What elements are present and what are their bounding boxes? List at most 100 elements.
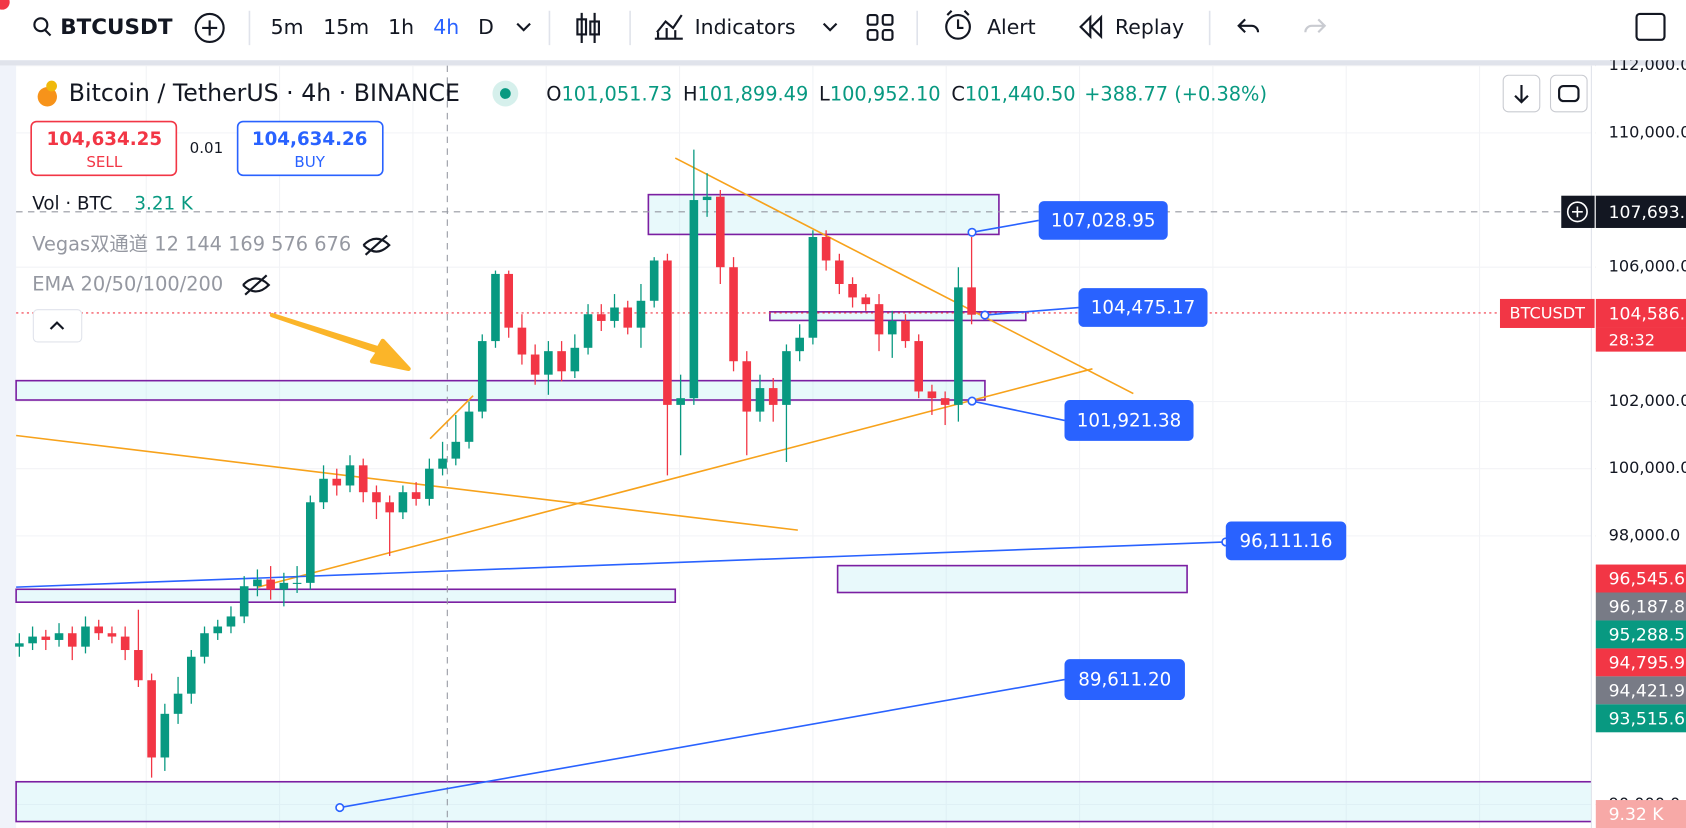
- candle-body: [239, 586, 249, 617]
- redo[interactable]: [1304, 18, 1327, 34]
- candle-body: [821, 236, 831, 261]
- add-symbol[interactable]: [194, 12, 225, 44]
- grid: [16, 65, 1592, 828]
- interval-dropdown[interactable]: [516, 22, 531, 32]
- candle-body: [901, 320, 910, 342]
- trend-line: [257, 368, 1093, 588]
- symbol-title: Bitcoin / TetherUS · 4h · BINANCE: [69, 79, 460, 107]
- collapse-icon: [49, 321, 65, 330]
- crosshair-add-icon: [1572, 206, 1583, 218]
- chart-type-icon: [576, 18, 588, 36]
- search-icon: [44, 29, 52, 37]
- alert-icon[interactable]: [945, 13, 971, 40]
- search-icon[interactable]: [33, 17, 49, 33]
- callout-label: 104,475.17: [1091, 298, 1196, 319]
- interval[interactable]: 15m: [323, 15, 369, 39]
- price-label: 94,795.9: [1609, 653, 1686, 673]
- candle-body: [67, 633, 77, 647]
- refresh[interactable]: [1549, 74, 1588, 113]
- hidden-eye[interactable]: [242, 274, 271, 296]
- interval[interactable]: D: [478, 15, 494, 39]
- crosshair-price-bg: [1595, 195, 1686, 228]
- symbol: BTCUSDT: [60, 15, 173, 40]
- candle-body: [623, 307, 633, 328]
- candle-body: [120, 636, 130, 651]
- alert-button[interactable]: Alert: [987, 15, 1036, 39]
- candle-body: [940, 398, 950, 405]
- price-label-bg: [1595, 676, 1686, 705]
- candle-body: [147, 680, 156, 758]
- candle-body: [107, 633, 117, 637]
- collapse-legend[interactable]: [32, 309, 83, 343]
- candle-body: [663, 260, 672, 405]
- ema-indicator: EMA 20/50/100/200: [32, 272, 223, 295]
- toolbar-icons: [33, 9, 1666, 46]
- candle-body: [874, 304, 884, 335]
- crosshair-price: 107,693.5: [1609, 203, 1686, 223]
- hidden-eye[interactable]: [362, 234, 391, 256]
- sell-button[interactable]: [30, 120, 178, 177]
- y-tick-label: 110,000.0: [1609, 122, 1686, 141]
- candles: [15, 149, 976, 778]
- candle-body: [372, 492, 381, 503]
- candle-body: [835, 260, 844, 284]
- crosshair-add[interactable]: [1566, 201, 1588, 223]
- callout-anchor: [980, 310, 990, 320]
- callout-box: [1064, 659, 1185, 701]
- candle-body: [649, 260, 659, 301]
- interval[interactable]: 5m: [271, 15, 304, 39]
- indicators-icon[interactable]: [654, 14, 683, 40]
- ohlc-value: 101,051.73: [561, 82, 672, 105]
- candle-body: [398, 492, 408, 513]
- price-label-bg: [1595, 592, 1686, 621]
- candle-body: [610, 307, 619, 321]
- chart-type[interactable]: [580, 12, 596, 44]
- price-label-bg: [1595, 620, 1686, 649]
- symbol-tag-bg: [1499, 298, 1595, 328]
- candle-body: [319, 478, 328, 503]
- price-label: 95,288.5: [1609, 626, 1686, 646]
- arrow: [269, 312, 411, 371]
- candle-body: [253, 579, 262, 587]
- candle-body: [491, 273, 500, 342]
- price-scale-labels: 90,000.098,000.0100,000.0102,000.0106,00…: [1595, 55, 1686, 828]
- callout-label: 101,921.38: [1077, 411, 1182, 432]
- candle-body: [81, 626, 90, 647]
- ohlc-key: L: [819, 82, 830, 105]
- candle-body: [887, 320, 897, 335]
- undo[interactable]: [1237, 18, 1260, 34]
- last-price: 104,586.: [1609, 305, 1686, 325]
- ohlc-value: 101,899.49: [698, 82, 809, 105]
- sell-label: SELL: [86, 153, 122, 171]
- y-tick-label: 100,000.0: [1609, 458, 1686, 477]
- price-label: 93,515.6: [1609, 709, 1686, 729]
- candle-body: [438, 458, 447, 469]
- candle-body: [160, 713, 170, 758]
- volume-label: 9.32 K: [1609, 805, 1665, 825]
- y-tick-label: 112,000.0: [1609, 55, 1686, 74]
- interval[interactable]: 1h: [388, 15, 414, 39]
- volume-value: 3.21 K: [134, 193, 193, 214]
- candle-body: [306, 502, 315, 583]
- fullscreen[interactable]: [1635, 12, 1666, 41]
- symbol-tag: BTCUSDT: [1510, 303, 1586, 322]
- buy-button[interactable]: [236, 120, 384, 177]
- layout-icon[interactable]: [866, 13, 879, 26]
- candle-body: [557, 351, 566, 372]
- refresh-icon: [1558, 84, 1580, 103]
- trend-line-blue: [16, 541, 1226, 588]
- candle-body: [808, 236, 818, 338]
- candle-body: [279, 582, 289, 590]
- callout-label: 96,111.16: [1240, 531, 1333, 552]
- interval[interactable]: 4h: [433, 15, 459, 39]
- replay-icon[interactable]: [1079, 14, 1103, 40]
- candle-body: [266, 579, 275, 590]
- candle-body: [729, 267, 738, 362]
- candle-body: [134, 650, 143, 681]
- indicators-button[interactable]: Indicators: [695, 15, 796, 39]
- buy-price: 104,634.26: [252, 129, 368, 150]
- replay-button[interactable]: Replay: [1115, 15, 1184, 39]
- templates-dropdown[interactable]: [822, 22, 838, 32]
- candle-body: [954, 287, 963, 405]
- candle-body: [173, 693, 183, 714]
